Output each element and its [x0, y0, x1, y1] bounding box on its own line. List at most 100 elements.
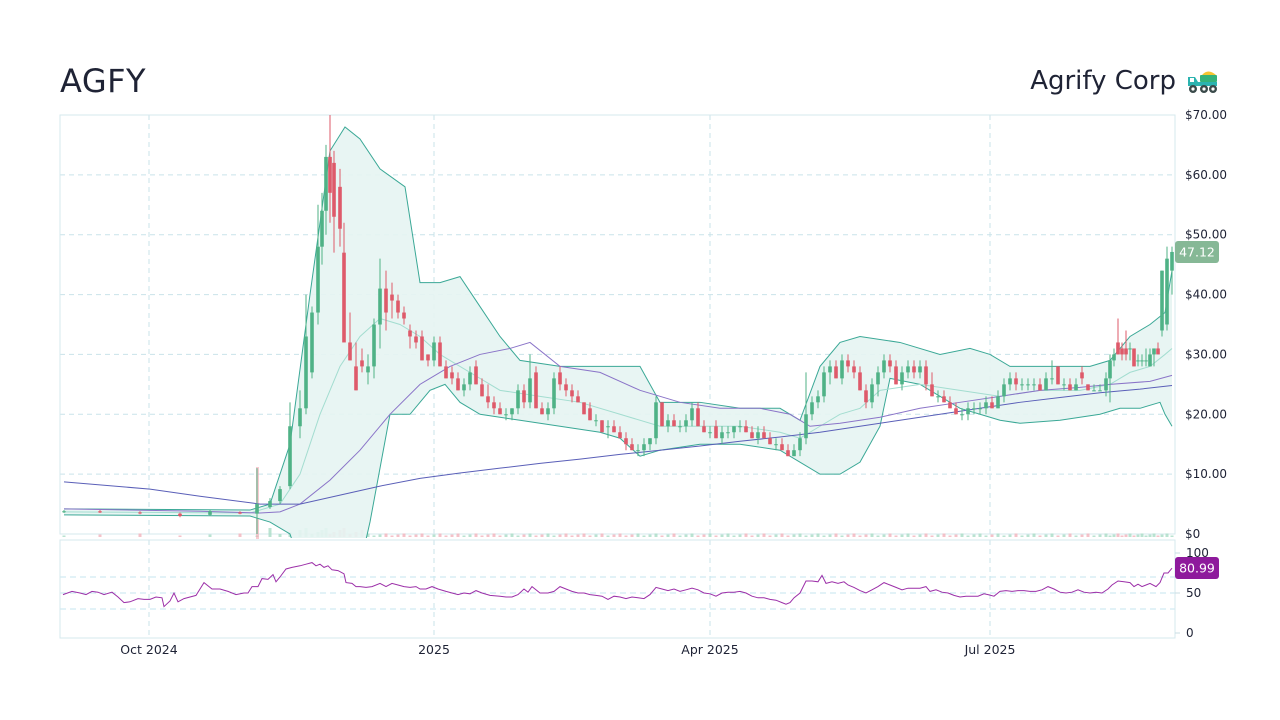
candle-up	[1020, 384, 1024, 386]
last-rsi-value: 80.99	[1179, 561, 1215, 576]
candle-down	[354, 366, 358, 391]
candle-down	[768, 438, 772, 445]
volume-bar	[444, 535, 448, 537]
rsi-axis-label: 0	[1186, 626, 1194, 640]
volume-bar	[384, 533, 388, 537]
candle-down	[492, 402, 496, 409]
volume-bar	[840, 535, 844, 537]
candle-up	[1032, 384, 1036, 386]
volume-bar	[942, 533, 946, 537]
volume-bar	[278, 534, 282, 537]
candle-down	[924, 366, 928, 385]
candle-down	[1038, 384, 1042, 391]
candle-up	[756, 432, 760, 439]
volume-bar	[1116, 533, 1120, 537]
candle-up	[1026, 384, 1030, 386]
candle-up	[666, 420, 670, 427]
candle-down	[360, 360, 364, 367]
volume-bar	[372, 535, 376, 537]
candle-up	[510, 408, 514, 415]
volume-bar	[786, 535, 790, 537]
volume-bar	[492, 533, 496, 537]
volume-bar	[1124, 534, 1128, 537]
volume-bar	[1050, 533, 1054, 537]
candle-up	[684, 420, 688, 427]
volume-bar	[702, 534, 706, 537]
volume-bar	[648, 534, 652, 537]
candle-up	[708, 432, 712, 434]
price-panel-frame	[59, 114, 1176, 535]
volume-bar	[528, 533, 532, 537]
volume-bar	[612, 534, 616, 537]
candle-up	[594, 420, 598, 422]
candle-down	[328, 156, 332, 193]
candle-down	[762, 432, 766, 439]
candle-down	[1124, 348, 1128, 355]
volume-bar	[1112, 534, 1116, 537]
volume-bars	[62, 467, 1174, 539]
volume-bar	[894, 535, 898, 537]
bollinger-fill	[64, 126, 1172, 538]
volume-bar	[720, 534, 724, 537]
volume-bar	[558, 534, 562, 537]
candle-down	[834, 366, 838, 379]
candle-up	[1008, 378, 1012, 385]
volume-bar	[666, 534, 670, 537]
volume-bar	[948, 535, 952, 537]
candle-up	[320, 210, 324, 247]
candle-down	[714, 426, 718, 439]
price-axis-label: $10.00	[1185, 467, 1227, 481]
candle-up	[1144, 360, 1148, 362]
volume-bar	[1136, 534, 1140, 537]
candle-up	[378, 288, 382, 325]
sma-fast-line	[63, 341, 1173, 514]
candle-up	[1074, 384, 1078, 391]
candle-up	[1140, 360, 1144, 362]
candle-up	[720, 432, 724, 439]
candle-down	[846, 360, 850, 367]
candle-up	[900, 372, 904, 385]
volume-bar	[540, 534, 544, 537]
candle-up	[816, 396, 820, 403]
candle-up	[1112, 354, 1116, 361]
volume-bar	[654, 533, 658, 537]
candle-up	[288, 426, 292, 487]
candle-up	[366, 366, 370, 373]
candle-down	[888, 360, 892, 367]
volume-bar	[1128, 533, 1132, 537]
candle-down	[624, 438, 628, 445]
volume-bar	[924, 533, 928, 537]
candle-up	[1002, 384, 1006, 397]
candle-up	[840, 360, 844, 379]
volume-bar	[936, 534, 940, 537]
volume-bar	[486, 534, 490, 537]
rsi-axis-label: 50	[1186, 586, 1201, 600]
volume-bar	[744, 533, 748, 537]
candle-up	[960, 414, 964, 416]
candle-down	[420, 336, 424, 361]
volume-bar	[900, 534, 904, 537]
volume-bar	[588, 535, 592, 537]
volume-bar	[810, 534, 814, 537]
volume-bar	[996, 533, 1000, 537]
candle-down	[750, 432, 754, 439]
volume-bar	[738, 534, 742, 537]
candle-up	[528, 378, 532, 403]
last-price-badge: 47.12	[1175, 241, 1219, 263]
volume-bar	[402, 533, 406, 537]
volume-bar	[582, 533, 586, 537]
volume-bar	[870, 533, 874, 537]
candle-up	[298, 408, 302, 427]
volume-bar	[756, 534, 760, 537]
volume-bar	[1038, 535, 1042, 537]
volume-bar	[1144, 535, 1148, 537]
candle-down	[1056, 366, 1060, 385]
volume-bar	[516, 535, 520, 537]
volume-bar	[660, 535, 664, 537]
volume-bar	[564, 533, 568, 537]
candle-down	[612, 426, 616, 433]
volume-bar	[62, 535, 66, 537]
volume-bar	[366, 533, 370, 537]
candle-up	[1050, 378, 1054, 380]
volume-bar	[792, 534, 796, 537]
